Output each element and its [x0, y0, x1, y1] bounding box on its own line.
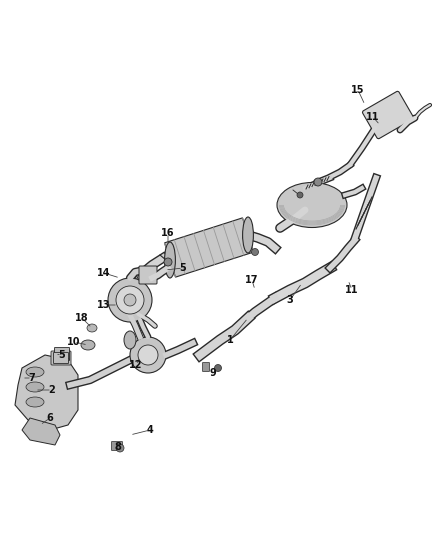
FancyBboxPatch shape [202, 362, 209, 372]
Polygon shape [15, 355, 78, 430]
FancyBboxPatch shape [363, 91, 413, 139]
Ellipse shape [26, 382, 44, 392]
Ellipse shape [165, 242, 175, 278]
Polygon shape [22, 418, 60, 445]
Text: 18: 18 [75, 313, 89, 323]
Text: 16: 16 [161, 228, 175, 238]
FancyBboxPatch shape [139, 266, 157, 284]
Ellipse shape [26, 397, 44, 407]
Circle shape [116, 286, 144, 314]
FancyBboxPatch shape [112, 441, 123, 450]
Circle shape [314, 178, 322, 186]
Text: 3: 3 [286, 295, 293, 305]
Ellipse shape [87, 324, 97, 332]
Text: 11: 11 [345, 285, 359, 295]
Circle shape [164, 258, 172, 266]
Ellipse shape [124, 331, 136, 349]
Circle shape [215, 365, 222, 372]
Circle shape [130, 337, 166, 373]
Text: 7: 7 [28, 373, 35, 383]
Text: 10: 10 [67, 337, 81, 347]
Circle shape [297, 192, 303, 198]
Text: 2: 2 [49, 385, 55, 395]
Text: 12: 12 [129, 360, 143, 370]
Text: 14: 14 [97, 268, 111, 278]
Text: 17: 17 [245, 275, 259, 285]
Ellipse shape [26, 367, 44, 377]
Ellipse shape [243, 217, 254, 253]
FancyBboxPatch shape [53, 352, 68, 364]
Text: 6: 6 [46, 413, 53, 423]
Text: 5: 5 [180, 263, 187, 273]
Text: 13: 13 [97, 300, 111, 310]
Circle shape [251, 248, 258, 255]
Text: 11: 11 [366, 112, 380, 122]
Polygon shape [165, 218, 254, 277]
Circle shape [108, 278, 152, 322]
Text: 4: 4 [147, 425, 153, 435]
Circle shape [138, 345, 158, 365]
Circle shape [124, 294, 136, 306]
Text: 1: 1 [226, 335, 233, 345]
FancyBboxPatch shape [54, 348, 70, 359]
Ellipse shape [81, 340, 95, 350]
Text: 15: 15 [351, 85, 365, 95]
Text: 9: 9 [210, 368, 216, 378]
Circle shape [116, 444, 124, 452]
Text: 8: 8 [115, 442, 121, 452]
FancyBboxPatch shape [51, 351, 71, 365]
Ellipse shape [277, 182, 347, 228]
Text: 5: 5 [59, 350, 65, 360]
FancyBboxPatch shape [54, 350, 70, 360]
